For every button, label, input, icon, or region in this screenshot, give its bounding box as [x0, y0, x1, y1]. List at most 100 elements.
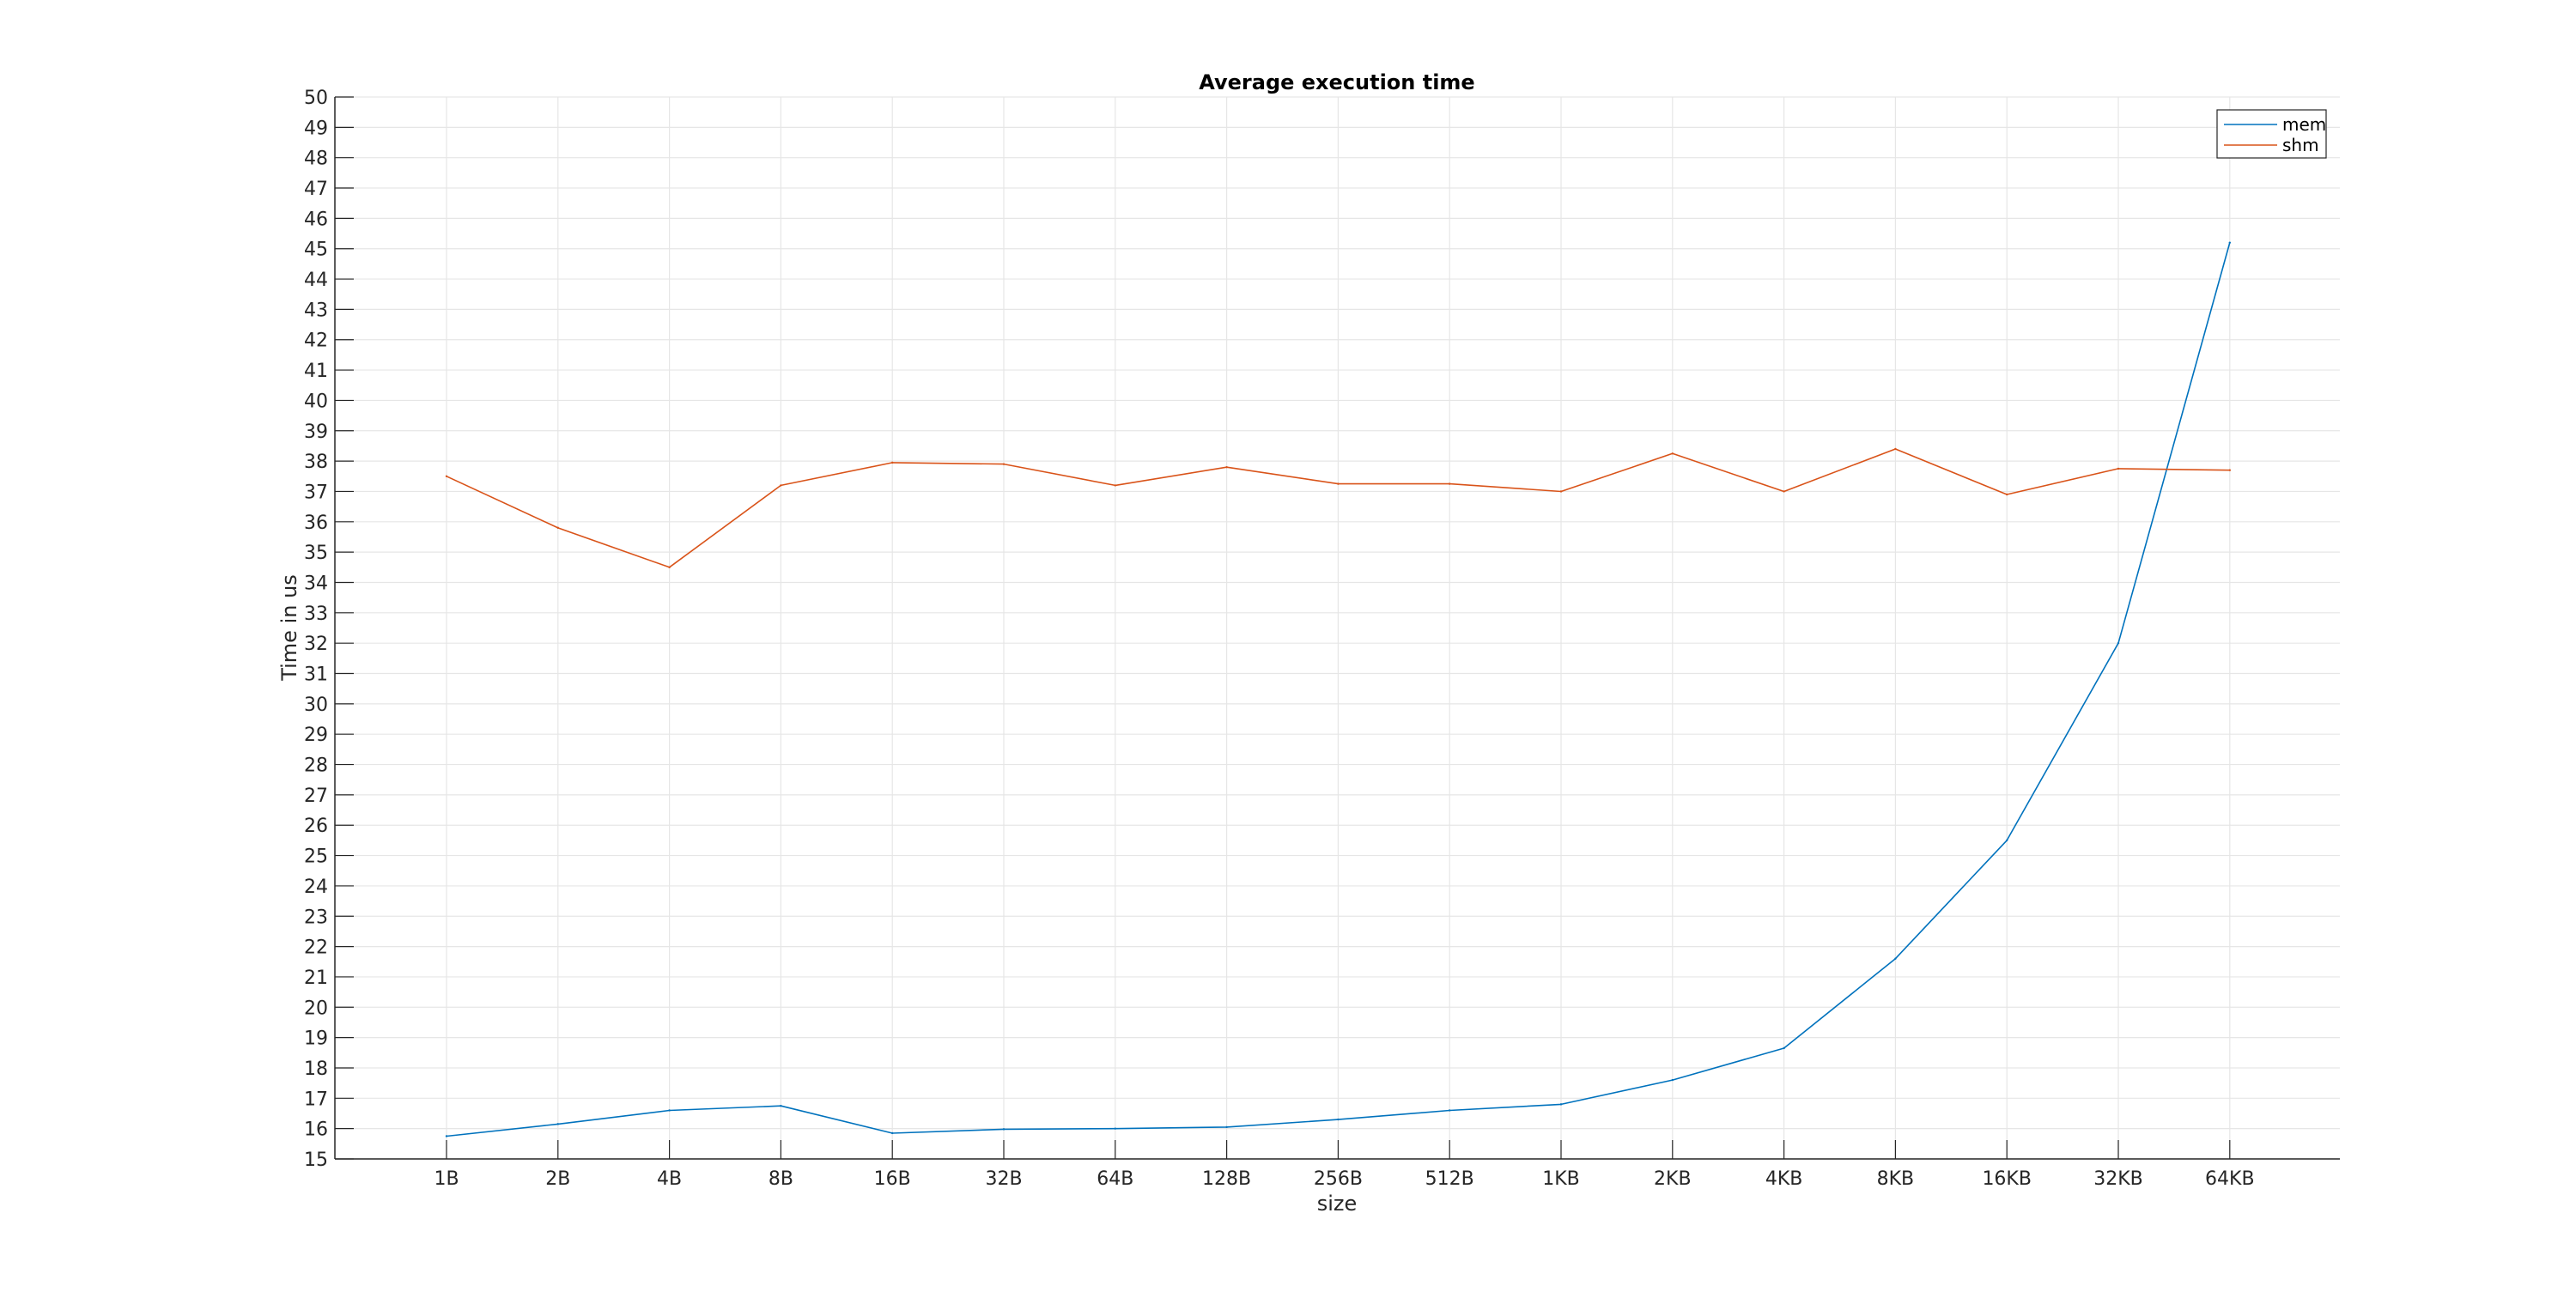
y-tick-label: 28: [304, 755, 328, 777]
y-tick-label: 34: [304, 573, 328, 594]
data-point-shm: [2228, 469, 2231, 471]
data-point-mem: [1114, 1127, 1117, 1130]
series-lines: [445, 241, 2231, 1137]
chart-title: Average execution time: [1199, 70, 1474, 94]
x-tick-label: 32B: [985, 1168, 1022, 1190]
x-tick-label: 4KB: [1765, 1168, 1803, 1190]
x-axis-title: size: [1317, 1192, 1358, 1216]
data-point-mem: [780, 1104, 782, 1107]
y-tick-label: 49: [304, 118, 328, 139]
data-point-shm: [1449, 482, 1451, 485]
y-tick-label: 39: [304, 422, 328, 443]
y-tick-label: 24: [304, 876, 328, 898]
x-tick-label: 512B: [1425, 1168, 1474, 1190]
y-tick-label: 37: [304, 482, 328, 503]
x-tick-label: 8KB: [1877, 1168, 1915, 1190]
data-point-mem: [556, 1123, 559, 1125]
y-tick-label: 33: [304, 604, 328, 625]
data-point-shm: [1559, 490, 1563, 493]
y-tick-label: 40: [304, 391, 328, 412]
x-tick-label: 16KB: [1982, 1168, 2032, 1190]
legend-label-mem: mem: [2282, 114, 2326, 135]
y-tick-label: 38: [304, 452, 328, 473]
y-tick-label: 29: [304, 725, 328, 746]
data-point-shm: [891, 461, 894, 464]
data-point-shm: [2117, 467, 2120, 470]
data-point-mem: [891, 1131, 894, 1135]
x-tick-label: 8B: [769, 1168, 793, 1190]
data-point-mem: [668, 1109, 671, 1112]
plot-area: [335, 97, 2340, 1159]
y-tick-label: 20: [304, 998, 328, 1019]
data-point-mem: [1559, 1103, 1563, 1106]
y-tick-label: 30: [304, 694, 328, 716]
y-tick-label: 19: [304, 1028, 328, 1050]
legend-box: [2216, 109, 2327, 159]
y-tick-label: 23: [304, 907, 328, 928]
grid: [335, 96, 2340, 1160]
data-point-mem: [1783, 1046, 1785, 1050]
data-point-shm: [1671, 452, 1674, 455]
data-point-shm: [1114, 484, 1117, 487]
x-tick-label: 64KB: [2205, 1168, 2255, 1190]
y-tick-label: 43: [304, 300, 328, 321]
y-tick-label: 45: [304, 240, 328, 261]
x-tick-label: 256B: [1314, 1168, 1363, 1190]
data-point-shm: [1225, 465, 1228, 469]
y-tick-label: 50: [304, 88, 328, 109]
data-point-mem: [1894, 957, 1897, 960]
data-point-mem: [1449, 1109, 1451, 1112]
y-tick-label: 18: [304, 1058, 328, 1080]
y-tick-label: 16: [304, 1119, 328, 1141]
y-tick-label: 44: [304, 270, 328, 291]
data-point-mem: [1225, 1125, 1228, 1129]
data-point-mem: [2117, 641, 2120, 645]
x-tick-label: 16B: [874, 1168, 911, 1190]
y-tick-label: 48: [304, 149, 328, 170]
y-tick-label: 32: [304, 634, 328, 655]
data-point-mem: [1337, 1118, 1340, 1121]
y-tick-label: 21: [304, 967, 328, 989]
data-point-shm: [1783, 490, 1785, 493]
x-tick-label: 2B: [545, 1168, 570, 1190]
data-point-shm: [1002, 463, 1005, 465]
data-point-mem: [445, 1135, 448, 1137]
x-ticks: 1B 2B 4B 8B 16B 32B 64B 128B 256B 512B 1KB 2KB 4KB 8K…: [434, 1140, 2255, 1190]
y-ticks: 15 16 17 18 19 20 21 22 23 24 25 26 27 28 29 30 31 32 33 34…: [304, 88, 354, 1171]
x-tick-label: 2KB: [1654, 1168, 1692, 1190]
data-point-shm: [1337, 482, 1340, 485]
data-point-shm: [556, 526, 559, 530]
y-tick-label: 47: [304, 179, 328, 200]
x-tick-label: 4B: [657, 1168, 682, 1190]
y-tick-label: 27: [304, 785, 328, 807]
x-tick-label: 64B: [1097, 1168, 1133, 1190]
y-tick-label: 15: [304, 1149, 328, 1171]
data-point-shm: [780, 484, 782, 487]
y-tick-label: 26: [304, 816, 328, 837]
y-tick-label: 17: [304, 1089, 328, 1110]
y-tick-label: 22: [304, 937, 328, 959]
data-point-shm: [445, 475, 448, 477]
y-axis-title: Time in us: [277, 574, 301, 682]
x-tick-label: 128B: [1202, 1168, 1251, 1190]
y-tick-label: 31: [304, 664, 328, 686]
data-point-mem: [1671, 1078, 1674, 1082]
data-point-mem: [2006, 839, 2008, 842]
x-tick-label: 1B: [434, 1168, 459, 1190]
y-tick-label: 41: [304, 361, 328, 382]
x-tick-label: 1KB: [1542, 1168, 1580, 1190]
y-tick-label: 35: [304, 543, 328, 564]
legend-label-shm: shm: [2282, 135, 2319, 155]
x-tick-label: 32KB: [2093, 1168, 2143, 1190]
data-point-shm: [668, 566, 671, 569]
data-point-shm: [2006, 493, 2008, 496]
data-point-shm: [1894, 447, 1897, 451]
data-point-mem: [1002, 1128, 1005, 1131]
y-tick-label: 46: [304, 209, 328, 230]
y-tick-label: 42: [304, 331, 328, 352]
data-point-mem: [2228, 241, 2231, 244]
y-tick-label: 25: [304, 846, 328, 868]
y-tick-label: 36: [304, 513, 328, 534]
